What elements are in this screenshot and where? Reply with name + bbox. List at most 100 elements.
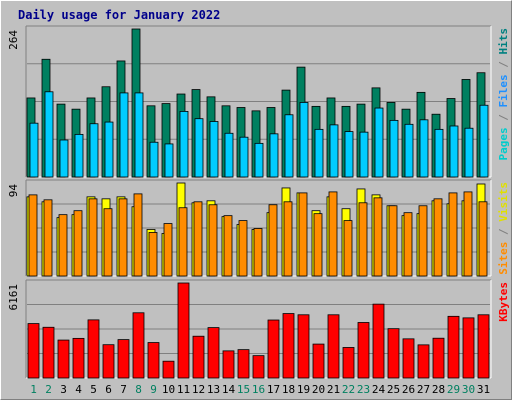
bar-sites-day-17	[268, 204, 278, 277]
bar-pages-day-9	[149, 141, 159, 178]
bar-pages-day-5	[89, 123, 99, 178]
panel-top: 264 Pages / Files / Hits	[7, 25, 510, 178]
x-tick-label: 26	[402, 383, 415, 396]
bar-sites-day-19	[298, 192, 308, 277]
bar-kbytes-day-31	[477, 314, 490, 379]
bar-sites-day-6	[103, 208, 113, 277]
legend-entry: Sites	[497, 242, 510, 275]
legend-entry: /	[497, 55, 510, 75]
x-tick-label: 19	[297, 383, 310, 396]
legend-entry: Files	[497, 74, 510, 107]
legend-bot: KBytes	[497, 282, 510, 322]
bar-kbytes-day-15	[237, 349, 250, 379]
bar-pages-day-22	[344, 131, 354, 178]
bar-sites-day-18	[283, 201, 293, 277]
bar-kbytes-day-2	[42, 326, 55, 379]
bar-pages-day-18	[284, 114, 294, 178]
bar-pages-day-19	[299, 102, 309, 178]
x-tick-label: 15	[237, 383, 250, 396]
bar-pages-day-11	[179, 111, 189, 178]
bar-kbytes-day-30	[462, 317, 475, 379]
bar-kbytes-day-6	[102, 344, 115, 379]
bar-pages-day-15	[239, 136, 249, 178]
bar-sites-day-12	[193, 201, 203, 277]
x-tick-label: 28	[432, 383, 445, 396]
x-tick-label: 5	[90, 383, 97, 396]
x-tick-label: 18	[282, 383, 295, 396]
legend-entry: KBytes	[497, 282, 510, 322]
x-tick-label: 4	[75, 383, 82, 396]
bar-kbytes-day-22	[342, 347, 355, 379]
bar-sites-day-25	[388, 205, 398, 277]
bar-kbytes-day-16	[252, 355, 265, 379]
x-tick-label: 2	[45, 383, 52, 396]
bar-kbytes-day-25	[387, 328, 400, 379]
bar-kbytes-day-13	[207, 327, 220, 379]
bar-sites-day-21	[328, 191, 338, 277]
legend-entry: Visits	[497, 182, 510, 222]
x-tick-label: 13	[207, 383, 220, 396]
x-tick-label: 20	[312, 383, 325, 396]
bar-pages-day-14	[224, 132, 234, 178]
legend-mid: Sites / Visits	[497, 182, 510, 275]
bar-pages-day-30	[464, 127, 474, 178]
x-tick-label: 11	[177, 383, 190, 396]
bar-pages-day-23	[359, 131, 369, 178]
bar-pages-day-28	[434, 128, 444, 178]
bar-kbytes-day-14	[222, 350, 235, 379]
bar-sites-day-15	[238, 220, 248, 277]
x-tick-label: 16	[252, 383, 265, 396]
x-tick-label: 1	[30, 383, 37, 396]
legend-entry: Pages	[497, 127, 510, 160]
bar-pages-day-25	[389, 119, 399, 178]
bar-sites-day-26	[403, 212, 413, 277]
panel-mid: 94 Sites / Visits	[7, 179, 510, 277]
bar-pages-day-17	[269, 133, 279, 178]
bar-kbytes-day-26	[402, 338, 415, 379]
bar-sites-day-11	[178, 207, 188, 277]
bar-pages-day-20	[314, 128, 324, 178]
bar-sites-day-20	[313, 213, 323, 277]
x-tick-label: 22	[342, 383, 355, 396]
bar-sites-day-29	[448, 192, 458, 277]
bar-sites-day-1	[28, 194, 38, 277]
bar-kbytes-day-10	[162, 360, 175, 379]
bar-pages-day-1	[29, 122, 39, 178]
x-tick-label: 12	[192, 383, 205, 396]
x-tick-label: 6	[105, 383, 112, 396]
bar-pages-day-2	[44, 91, 54, 178]
x-tick-label: 23	[357, 383, 370, 396]
bar-sites-day-9	[148, 232, 158, 277]
bar-pages-day-4	[74, 133, 84, 178]
bar-kbytes-day-29	[447, 315, 460, 379]
bar-sites-day-8	[133, 193, 143, 277]
bar-kbytes-day-20	[312, 343, 325, 379]
bar-sites-day-23	[358, 202, 368, 277]
bar-sites-day-14	[223, 215, 233, 277]
x-tick-label: 17	[267, 383, 280, 396]
bar-pages-day-8	[134, 92, 144, 178]
bar-pages-day-7	[119, 92, 129, 178]
bar-sites-day-31	[478, 201, 488, 277]
x-tick-label: 7	[120, 383, 127, 396]
y-max-label: 264	[7, 30, 20, 50]
legend-entry: /	[497, 108, 510, 128]
x-tick-label: 25	[387, 383, 400, 396]
x-tick-label: 21	[327, 383, 340, 396]
bar-kbytes-day-8	[132, 312, 145, 379]
x-tick-label: 3	[60, 383, 67, 396]
x-tick-label: 14	[222, 383, 236, 396]
bar-pages-day-29	[449, 125, 459, 178]
bar-sites-day-28	[433, 198, 443, 277]
x-tick-label: 31	[477, 383, 490, 396]
bar-kbytes-day-21	[327, 314, 340, 379]
y-max-label: 6161	[7, 284, 20, 311]
bar-sites-day-7	[118, 198, 128, 277]
x-tick-label: 10	[162, 383, 175, 396]
bar-kbytes-day-4	[72, 337, 85, 379]
bar-sites-day-30	[463, 191, 473, 277]
bar-pages-day-3	[59, 139, 69, 178]
panel-bot: 6161 KBytes	[7, 279, 510, 379]
bar-pages-day-6	[104, 121, 114, 178]
